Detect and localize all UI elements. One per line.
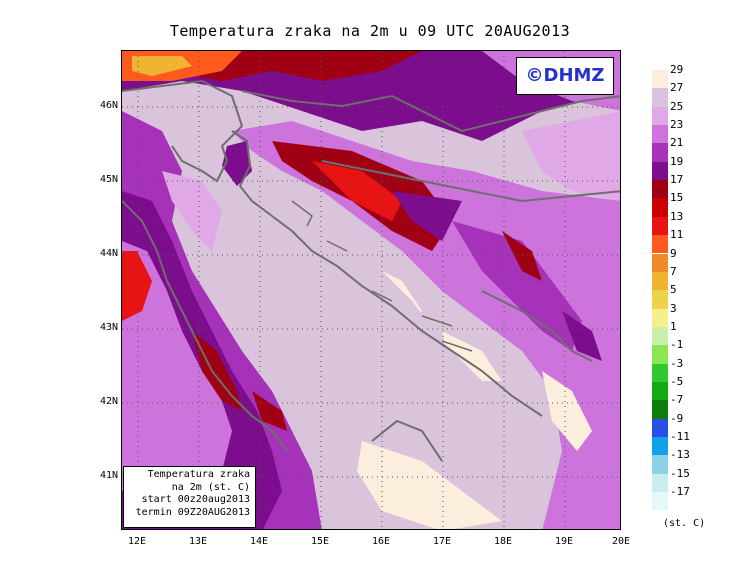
legend-swatch bbox=[652, 400, 668, 419]
lon-label: 18E bbox=[493, 536, 513, 547]
legend-label: 15 bbox=[670, 191, 684, 205]
legend-swatch bbox=[652, 161, 668, 181]
legend-swatch bbox=[652, 216, 668, 236]
info-line-4: termin 09Z20AUG2013 bbox=[135, 506, 250, 518]
legend-swatch bbox=[652, 345, 668, 364]
lat-label: 45N bbox=[99, 174, 118, 185]
legend-swatch bbox=[652, 418, 668, 437]
info-line-3: start 00z20aug2013 bbox=[141, 494, 250, 505]
legend-label: 9 bbox=[670, 246, 677, 260]
legend-label: 1 bbox=[670, 319, 677, 333]
lon-label: 17E bbox=[432, 536, 452, 547]
legend-label: -5 bbox=[670, 374, 684, 388]
legend-label: 19 bbox=[670, 154, 684, 168]
legend-swatch bbox=[652, 381, 668, 401]
legend-swatch bbox=[652, 363, 668, 382]
legend-label: 23 bbox=[670, 118, 684, 132]
legend-label: 11 bbox=[670, 228, 684, 242]
legend-label: 21 bbox=[670, 136, 684, 150]
legend-swatch bbox=[652, 70, 668, 89]
legend-swatch bbox=[652, 88, 668, 107]
info-box: Temperatura zraka na 2m (st. C) start 00… bbox=[123, 466, 256, 528]
legend-swatch bbox=[652, 198, 668, 217]
legend-swatch bbox=[652, 253, 668, 272]
legend-label: -3 bbox=[670, 356, 684, 370]
land-balkans bbox=[232, 121, 620, 529]
dhmz-logo: ©DHMZ bbox=[516, 57, 614, 95]
lon-label: 12E bbox=[127, 536, 147, 547]
legend-label: 7 bbox=[670, 264, 677, 278]
legend-label: -17 bbox=[670, 485, 690, 499]
info-line-1: Temperatura zraka bbox=[147, 469, 250, 480]
coastlines bbox=[122, 79, 620, 462]
lat-label: 43N bbox=[99, 322, 118, 333]
lon-label: 19E bbox=[554, 536, 574, 547]
lon-label: 16E bbox=[371, 536, 391, 547]
legend-swatch bbox=[652, 106, 668, 126]
legend-unit: (st. C) bbox=[663, 518, 706, 529]
legend-label: 17 bbox=[670, 173, 684, 187]
temperature-map: ©DHMZ Temperatura zraka na 2m (st. C) st… bbox=[121, 50, 621, 530]
map-field bbox=[122, 51, 620, 529]
legend-swatch bbox=[652, 125, 668, 144]
legend-label: -13 bbox=[670, 448, 690, 462]
legend-swatch bbox=[652, 143, 668, 162]
legend-swatch bbox=[652, 180, 668, 199]
info-line-2: na 2m (st. C) bbox=[171, 481, 250, 493]
lat-label: 46N bbox=[99, 100, 118, 111]
lon-label: 15E bbox=[310, 536, 330, 547]
lat-label: 41N bbox=[99, 470, 118, 481]
legend-label: 5 bbox=[670, 283, 677, 297]
lon-label: 14E bbox=[249, 536, 269, 547]
legend-label: 25 bbox=[670, 99, 684, 113]
legend-label: -9 bbox=[670, 411, 684, 425]
islands bbox=[291, 200, 473, 352]
legend-swatch bbox=[652, 326, 668, 346]
lat-label: 42N bbox=[99, 396, 118, 407]
legend-swatch bbox=[652, 308, 668, 327]
legend-swatch bbox=[652, 290, 668, 309]
legend-swatch bbox=[652, 437, 668, 456]
legend-swatch bbox=[652, 271, 668, 291]
map-title: Temperatura zraka na 2m u 09 UTC 20AUG20… bbox=[169, 22, 571, 40]
legend-label: 3 bbox=[670, 301, 677, 315]
legend-swatch bbox=[652, 235, 668, 254]
legend-swatch bbox=[652, 473, 668, 493]
lon-label: 13E bbox=[188, 536, 208, 547]
legend-label: 13 bbox=[670, 209, 684, 223]
legend-label: -1 bbox=[670, 338, 684, 352]
legend-label: 27 bbox=[670, 81, 684, 95]
graticule bbox=[122, 51, 620, 529]
legend-swatch bbox=[652, 455, 668, 474]
legend-label: -11 bbox=[670, 430, 690, 443]
legend-swatch bbox=[652, 492, 668, 511]
legend-label: 29 bbox=[670, 63, 684, 76]
legend-label: -7 bbox=[670, 393, 684, 407]
lon-label: 20E bbox=[611, 536, 631, 547]
lat-label: 44N bbox=[99, 248, 118, 259]
legend-label: -15 bbox=[670, 466, 690, 480]
